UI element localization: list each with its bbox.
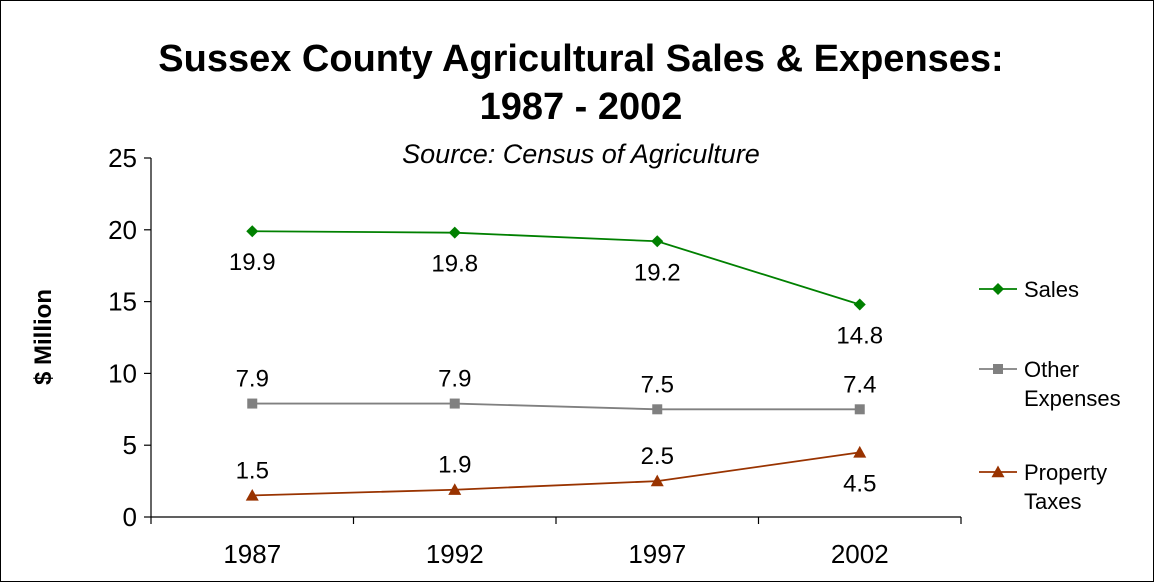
x-tick-label: 1987 bbox=[223, 539, 281, 569]
series-line-sales bbox=[252, 230, 861, 306]
data-label-other-expenses: 7.9 bbox=[236, 366, 269, 393]
y-tick-label: 5 bbox=[123, 430, 137, 460]
data-point-property-taxes bbox=[650, 474, 664, 487]
y-tick-label: 25 bbox=[108, 143, 137, 173]
data-point-property-taxes bbox=[448, 483, 462, 495]
chart-title-line-1: Sussex County Agricultural Sales & Expen… bbox=[158, 38, 1003, 80]
legend-label-sales: Sales bbox=[1024, 277, 1079, 302]
data-point-sales bbox=[651, 235, 664, 248]
data-point-other-expenses bbox=[449, 398, 460, 409]
data-point-other-expenses bbox=[854, 404, 865, 415]
data-label-sales: 19.8 bbox=[431, 251, 478, 278]
chart-title-line-2: 1987 - 2002 bbox=[480, 86, 683, 128]
data-label-property-taxes: 4.5 bbox=[843, 470, 876, 497]
data-label-sales: 14.8 bbox=[836, 322, 883, 349]
legend-label-other-expenses: Expenses bbox=[1024, 386, 1121, 411]
data-label-property-taxes: 1.9 bbox=[438, 452, 471, 479]
data-label-other-expenses: 7.5 bbox=[641, 371, 674, 398]
legend-marker-property-taxes bbox=[991, 465, 1005, 478]
chart-subtitle: Source: Census of Agriculture bbox=[402, 139, 760, 169]
x-tick-label: 1997 bbox=[628, 539, 686, 569]
legend: Sales Other Expenses Property Taxes bbox=[979, 277, 1121, 514]
data-point-property-taxes bbox=[245, 488, 259, 501]
series-line-other-expenses bbox=[252, 402, 860, 411]
data-point-sales bbox=[246, 225, 259, 238]
x-tick-label: 2002 bbox=[831, 539, 889, 569]
legend-label-property-taxes: Property bbox=[1024, 460, 1107, 485]
data-point-other-expenses bbox=[652, 404, 663, 415]
data-label-property-taxes: 1.5 bbox=[236, 457, 269, 484]
data-label-sales: 19.9 bbox=[229, 249, 276, 276]
data-label-property-taxes: 2.5 bbox=[641, 443, 674, 470]
data-label-other-expenses: 7.4 bbox=[843, 371, 876, 398]
data-point-other-expenses bbox=[247, 398, 258, 409]
y-tick-label: 0 bbox=[123, 502, 137, 532]
series-line-property-taxes bbox=[252, 451, 860, 497]
data-point-sales bbox=[853, 298, 866, 311]
y-tick-label: 10 bbox=[108, 358, 137, 388]
legend-marker-other-expenses bbox=[993, 364, 1003, 374]
legend-label-property-taxes: Taxes bbox=[1024, 489, 1081, 514]
legend-marker-sales bbox=[992, 283, 1004, 295]
x-tick-label: 1992 bbox=[426, 539, 484, 569]
data-point-sales bbox=[448, 226, 461, 239]
data-point-property-taxes bbox=[853, 445, 867, 458]
data-label-sales: 19.2 bbox=[634, 259, 681, 286]
y-axis-label: $ Million bbox=[30, 289, 57, 385]
plot-area: 0 5 10 15 20 25 1987 1992 1997 2002 19.9 19.8 19.2 14… bbox=[108, 143, 962, 569]
data-label-other-expenses: 7.9 bbox=[438, 366, 471, 393]
y-tick-label: 20 bbox=[108, 215, 137, 245]
legend-label-other-expenses: Other bbox=[1024, 357, 1079, 382]
y-tick-label: 15 bbox=[108, 287, 137, 317]
